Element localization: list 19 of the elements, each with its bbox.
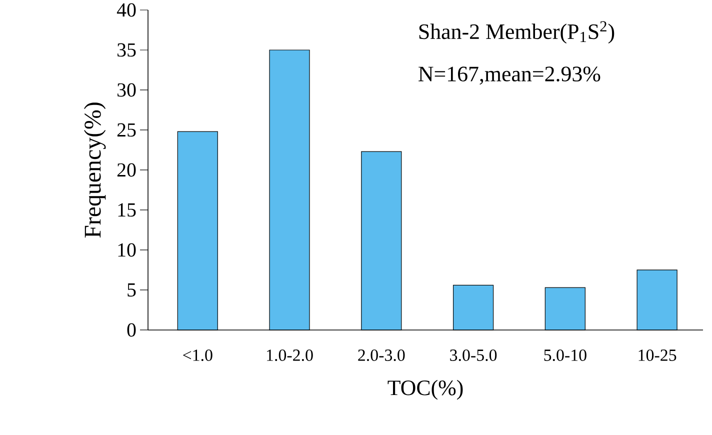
y-tick-label: 10 [118, 243, 136, 257]
x-tick-label: 3.0-5.0 [450, 350, 497, 362]
y-tick-label: 25 [117, 123, 136, 137]
y-tick-label: 20 [117, 163, 136, 177]
y-tick-label: 0 [127, 323, 136, 337]
y-tick-label: 5 [128, 283, 136, 297]
x-axis-title: TOC(%) [388, 380, 463, 400]
x-tick-label: 5.0-10 [544, 350, 586, 362]
x-tick-label: 2.0-3.0 [358, 350, 405, 362]
x-tick-label: 1.0-2.0 [267, 350, 313, 362]
y-tick-label: 40 [116, 3, 136, 17]
y-tick-label: 15 [118, 203, 136, 217]
y-tick-label: 30 [118, 83, 136, 97]
x-tick-label: 10-25 [638, 350, 676, 361]
x-tick-label: <1.0 [183, 350, 212, 362]
annotation: Shan-2 Member(P$_{1}$S$^{2}$) [419, 21, 614, 44]
y-tick-label: 35 [118, 43, 136, 57]
annotation: N=167,mean=2.93% [418, 66, 600, 85]
y-axis-title: Frequency(%) [84, 102, 106, 238]
